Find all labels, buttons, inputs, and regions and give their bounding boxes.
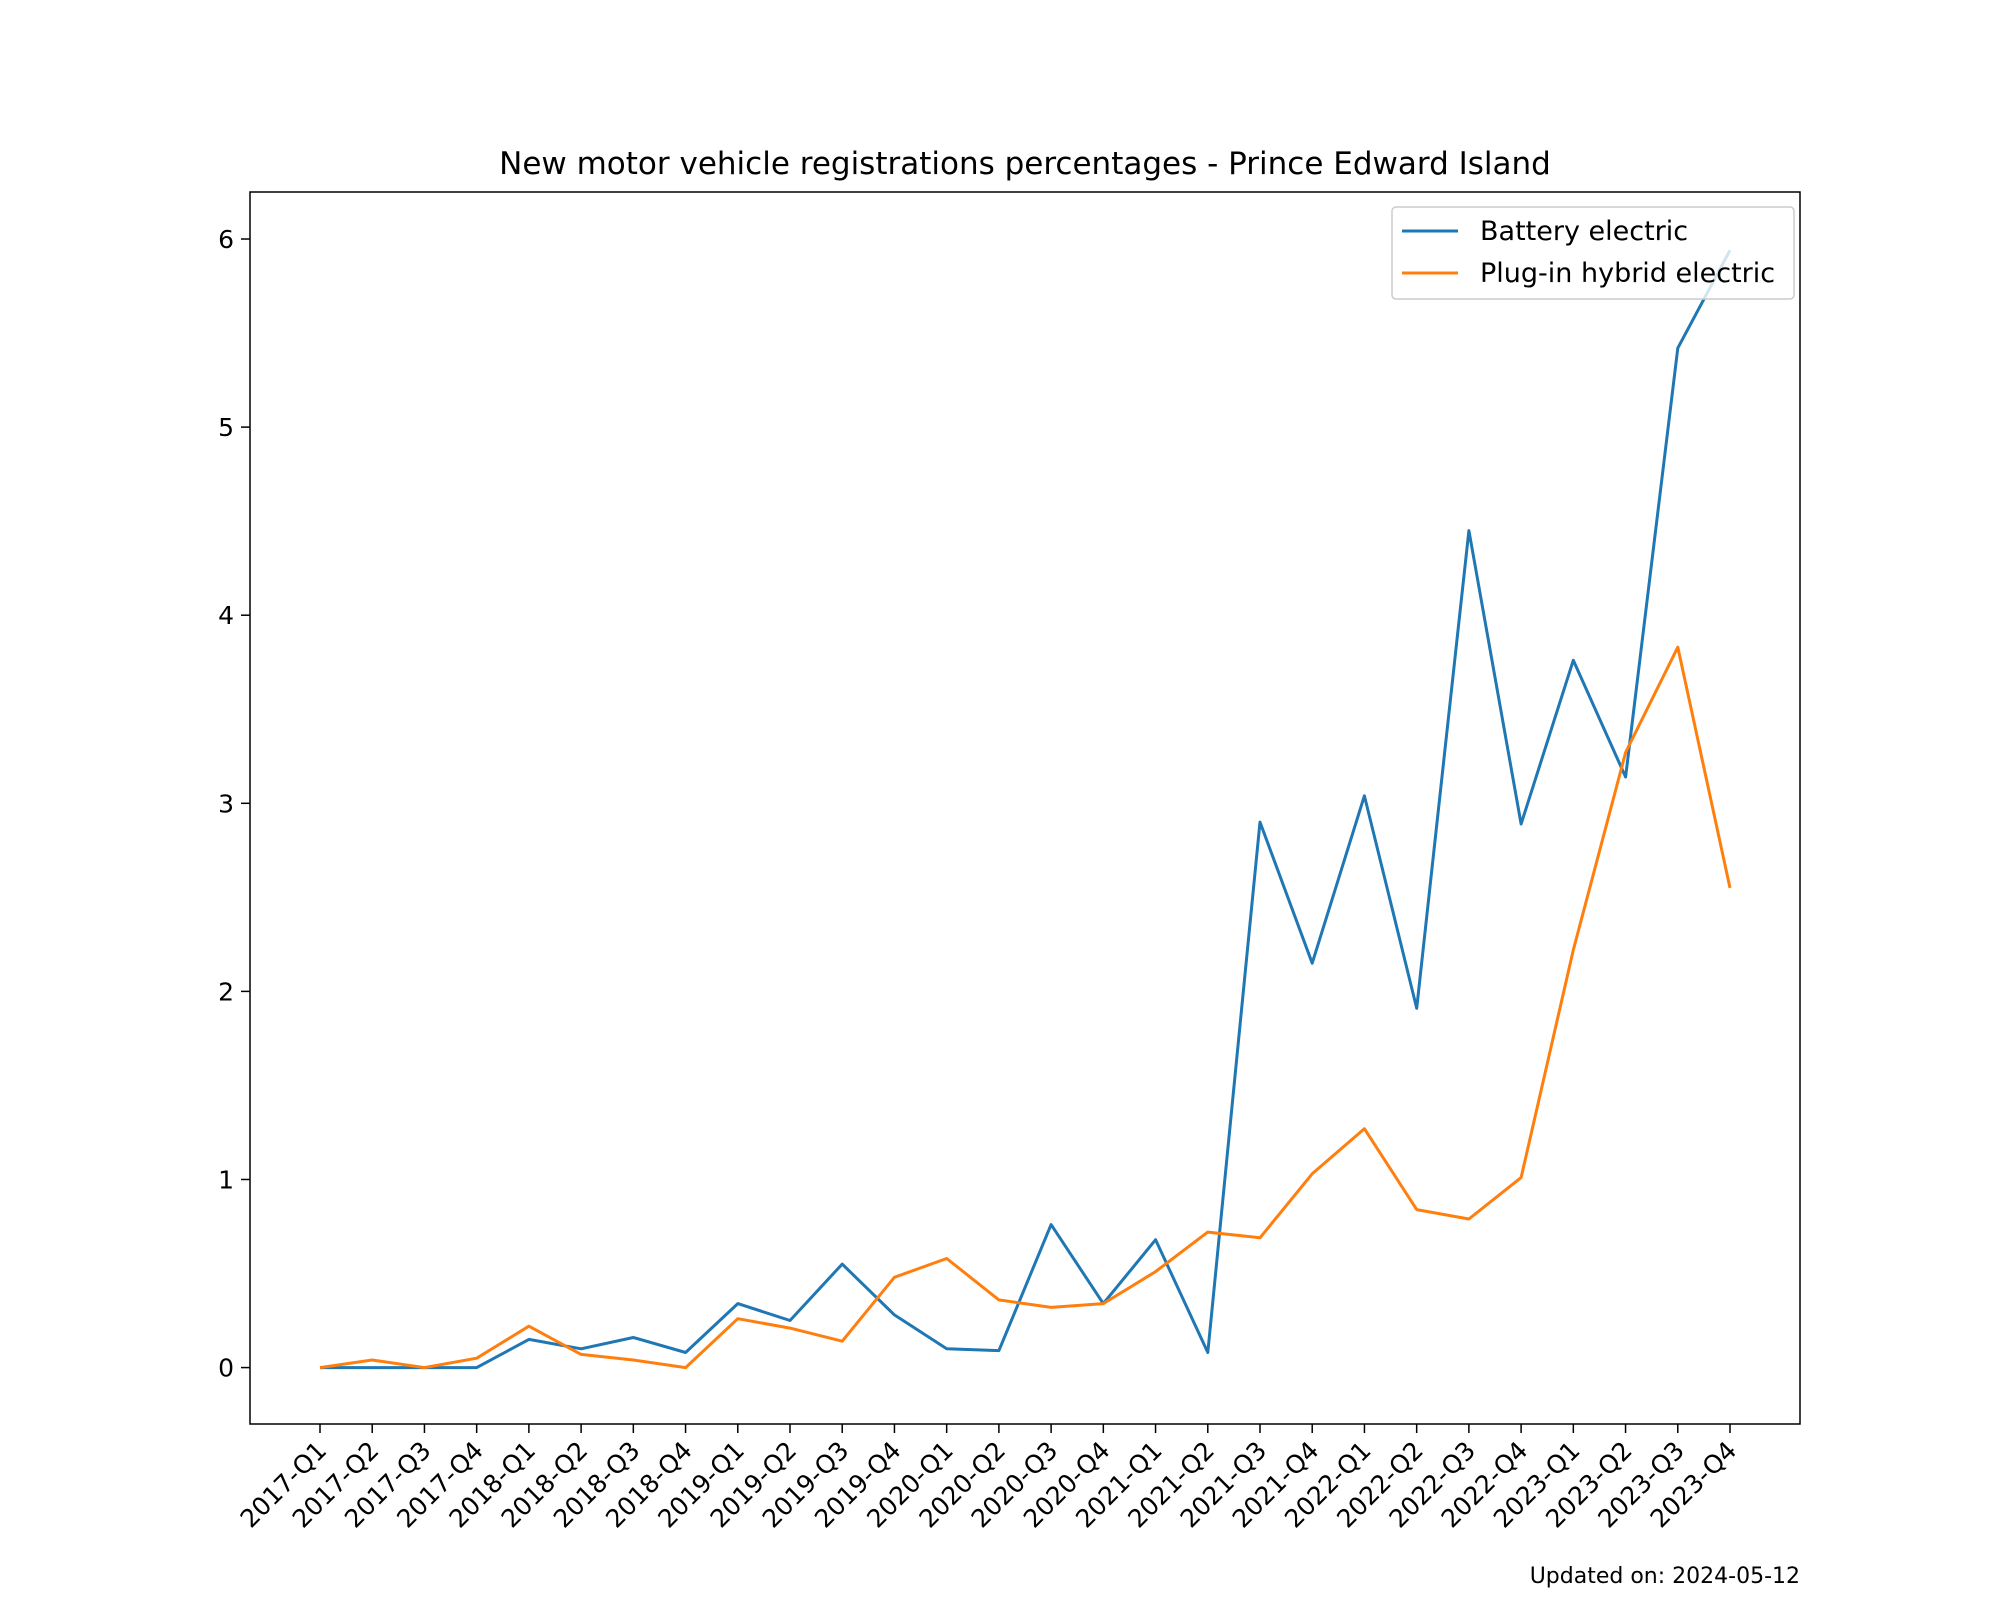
series-line-plug-in-hybrid-electric <box>319 645 1732 1370</box>
y-tick-label: 6 <box>218 225 234 254</box>
y-tick-label: 4 <box>218 601 234 630</box>
legend-label: Plug-in hybrid electric <box>1480 258 1775 289</box>
legend: Battery electric Plug-in hybrid electric <box>1391 206 1795 300</box>
plot-area: 01234562017-Q12017-Q22017-Q32017-Q42018-… <box>218 225 1742 1533</box>
y-tick-label: 1 <box>218 1165 234 1194</box>
axes-frame <box>249 191 1801 1425</box>
chart-title: New motor vehicle registrations percenta… <box>499 146 1551 182</box>
y-tick-label: 0 <box>218 1354 234 1383</box>
updated-on-note: Updated on: 2024-05-12 <box>1530 1564 1800 1589</box>
y-tick-label: 5 <box>218 413 234 442</box>
legend-label: Battery electric <box>1480 216 1688 247</box>
y-tick-label: 3 <box>218 789 234 818</box>
y-tick-label: 2 <box>218 977 234 1006</box>
series-line-battery-electric <box>320 249 1732 1370</box>
legend-box <box>1391 206 1795 300</box>
